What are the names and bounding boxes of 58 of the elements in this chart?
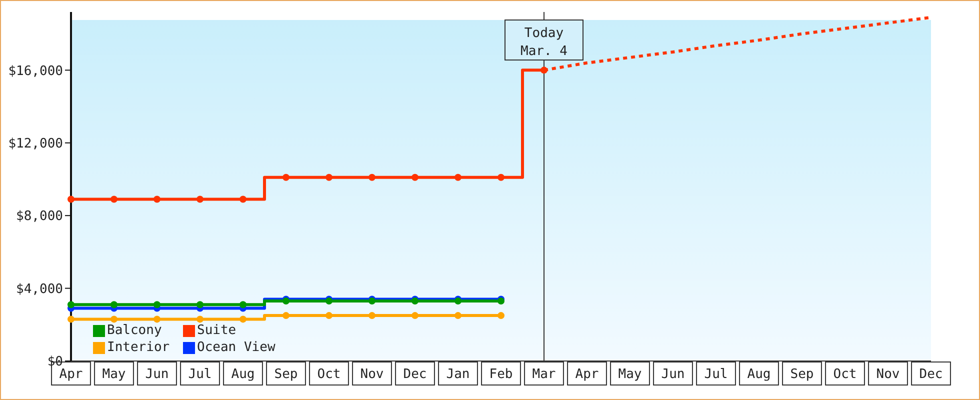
point — [282, 174, 290, 181]
point — [110, 316, 118, 323]
x-tick-label: Jul — [188, 367, 212, 382]
point — [412, 312, 418, 320]
point — [110, 196, 118, 203]
x-tick-label: May — [618, 367, 642, 382]
y-tick-label: $12,000 — [8, 136, 63, 152]
point — [154, 316, 160, 323]
y-tick-label: $16,000 — [8, 64, 63, 79]
point — [326, 312, 332, 320]
point — [498, 312, 504, 320]
legend-label: Interior — [107, 340, 170, 355]
y-tick-label: $8,000 — [16, 209, 63, 224]
x-tick-label: Aug — [231, 367, 255, 382]
x-tick-label: Jun — [661, 367, 685, 382]
point — [454, 174, 462, 181]
x-tick-label: Oct — [317, 367, 341, 382]
point — [368, 174, 376, 181]
point — [454, 312, 462, 320]
point — [154, 196, 160, 203]
point — [540, 66, 548, 74]
point — [240, 301, 246, 308]
legend-label: Ocean View — [197, 340, 276, 355]
x-tick-label: Dec — [919, 367, 943, 382]
point — [68, 316, 74, 323]
x-tick-label: Feb — [489, 367, 513, 382]
x-tick-label: Oct — [833, 367, 857, 382]
point — [154, 301, 160, 308]
point — [240, 316, 246, 323]
point — [196, 196, 204, 203]
x-tick-label: Apr — [575, 367, 599, 382]
x-tick-label: Dec — [403, 367, 427, 382]
point — [110, 301, 118, 308]
x-tick-label: Sep — [274, 367, 298, 382]
legend-label: Balcony — [107, 323, 162, 338]
x-tick-label: Nov — [360, 367, 384, 382]
point — [240, 196, 246, 203]
y-tick-label: $4,000 — [16, 282, 63, 297]
x-tick-label: Mar — [532, 367, 556, 382]
x-tick-label: Sep — [790, 367, 814, 382]
x-tick-label: Jan — [446, 367, 470, 382]
legend-label: Suite — [197, 323, 236, 338]
point — [412, 174, 418, 181]
x-tick-label: Apr — [59, 367, 83, 382]
point — [282, 312, 290, 320]
point — [326, 174, 332, 181]
point — [196, 301, 204, 308]
point — [68, 196, 74, 203]
point — [498, 174, 504, 181]
x-tick-label: Nov — [876, 367, 900, 382]
x-tick-label: Jun — [145, 367, 169, 382]
x-tick-label: May — [102, 367, 126, 382]
point — [68, 301, 74, 308]
x-tick-label: Aug — [747, 367, 771, 382]
x-tick-label: Jul — [704, 367, 728, 382]
point — [368, 312, 376, 320]
ref-line-label: Today Mar. 4 — [520, 26, 568, 59]
point — [196, 316, 204, 323]
